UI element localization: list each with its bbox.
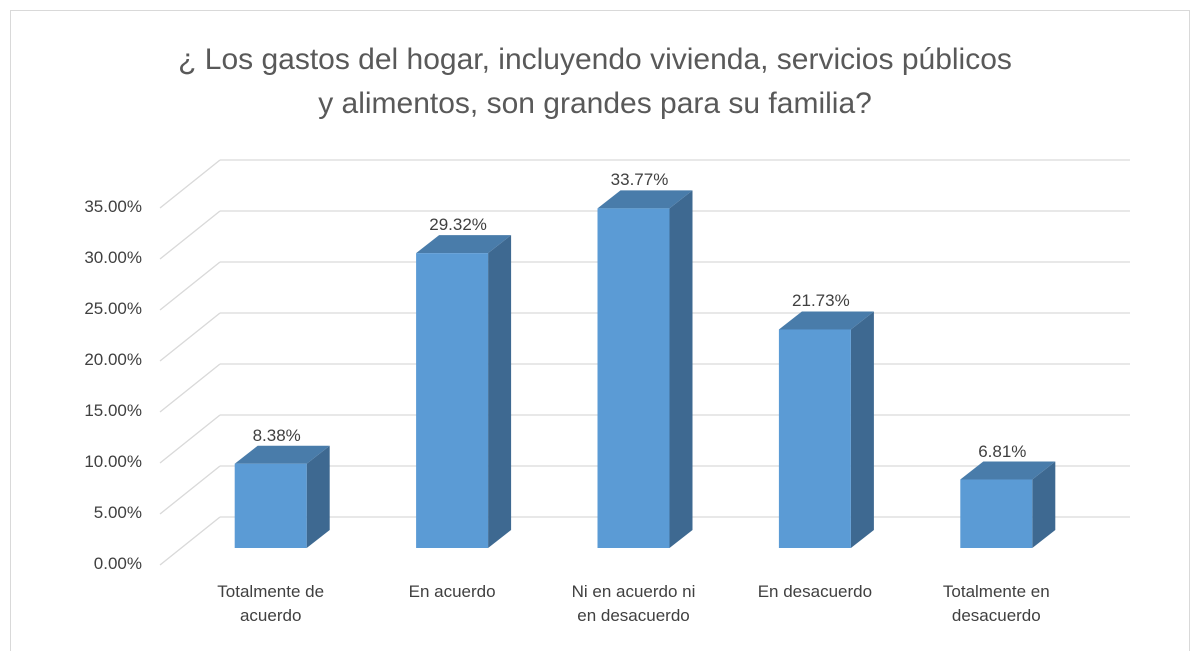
bar-top xyxy=(234,445,330,464)
bar xyxy=(234,463,307,548)
chart-title: ¿ Los gastos del hogar, incluyendo vivie… xyxy=(178,43,1012,120)
y-tick-label: 10.00% xyxy=(84,452,142,471)
grid-line xyxy=(159,312,221,362)
data-label: 29.32% xyxy=(429,215,487,235)
grid-line xyxy=(159,210,221,260)
bar-side xyxy=(306,445,330,548)
grid-line xyxy=(159,363,221,413)
bar xyxy=(960,479,1033,548)
y-tick-label: 25.00% xyxy=(84,299,142,318)
x-tick-label: Ni en acuerdo ni en desacuerdo xyxy=(571,582,696,625)
bar xyxy=(597,208,670,548)
bar xyxy=(778,329,851,548)
grid-line xyxy=(159,516,221,566)
x-tick-label: En desacuerdo xyxy=(757,582,873,601)
data-label: 21.73% xyxy=(792,291,850,311)
y-tick-label: 35.00% xyxy=(84,197,142,216)
chart-frame xyxy=(10,10,1190,651)
grid-line xyxy=(159,465,221,515)
x-tick-label: En acuerdo xyxy=(408,582,496,601)
bar-side xyxy=(669,190,693,548)
bar xyxy=(416,253,489,548)
bar-top xyxy=(416,235,512,254)
y-tick-label: 20.00% xyxy=(84,350,142,369)
x-tick-label: Totalmente en desacuerdo xyxy=(942,582,1050,625)
bar-top xyxy=(960,461,1056,480)
y-tick-label: 30.00% xyxy=(84,248,142,267)
grid-line xyxy=(159,414,221,464)
bar-side xyxy=(488,235,512,548)
data-label: 8.38% xyxy=(252,425,301,445)
data-label: 33.77% xyxy=(610,170,669,190)
bar-top xyxy=(778,311,874,330)
grid-line xyxy=(159,261,221,311)
x-tick-label: Totalmente de acuerdo xyxy=(217,582,325,625)
y-tick-label: 0.00% xyxy=(93,554,142,573)
bar-side xyxy=(1032,461,1056,548)
bar-top xyxy=(597,190,693,209)
bar-side xyxy=(850,311,874,548)
grid-line xyxy=(159,159,221,209)
y-tick-label: 5.00% xyxy=(93,503,142,522)
y-tick-label: 15.00% xyxy=(84,401,142,420)
data-label: 6.81% xyxy=(978,441,1027,461)
